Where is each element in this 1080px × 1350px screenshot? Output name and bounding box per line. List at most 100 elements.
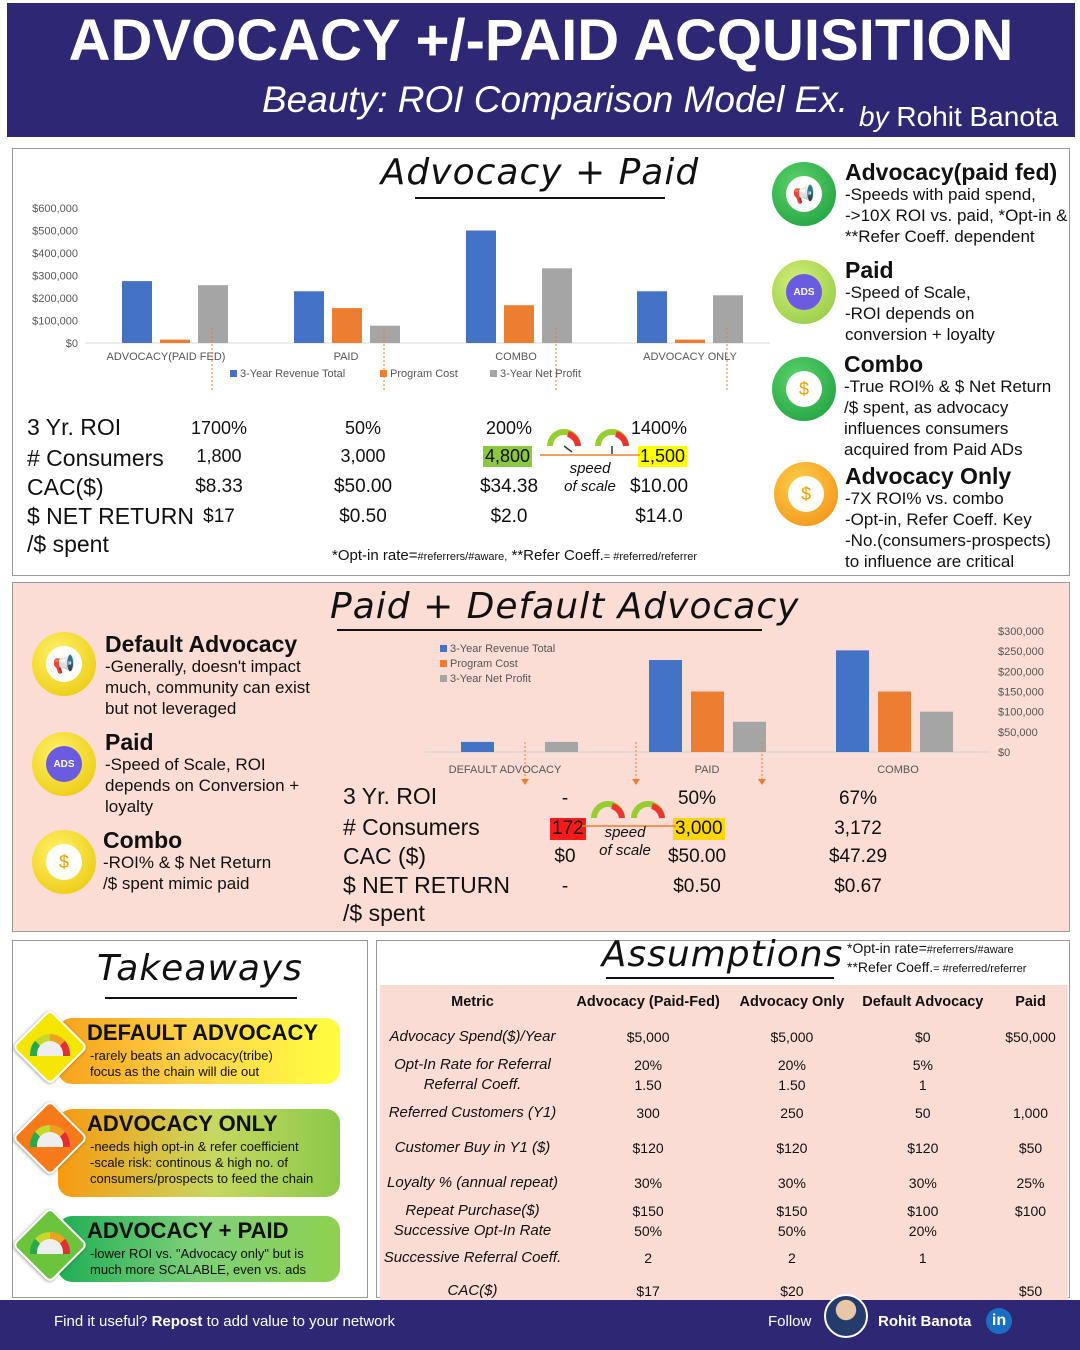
y-tick-label: $100,000 <box>32 316 78 328</box>
side-line: conversion + loyalty <box>845 325 995 344</box>
takeaway-title: ADVOCACY ONLY <box>87 1111 278 1136</box>
side-line: -No.(consumers-prospects) <box>845 531 1051 550</box>
linkedin-icon[interactable]: in <box>986 1308 1012 1334</box>
author-name[interactable]: Rohit Banota <box>878 1313 972 1330</box>
value-cell: 2 <box>644 1250 652 1266</box>
table-row: Referral Coeff. 1.50 1.50 1 <box>380 1075 1068 1095</box>
gauge-icon <box>591 801 625 819</box>
metric-value-roi: 50% <box>677 788 717 809</box>
legend-label: 3-Year Revenue Total <box>450 643 555 655</box>
side-line: but not leveraged <box>105 699 237 718</box>
category-label: ADVOCACY ONLY <box>643 351 737 363</box>
main-title: ADVOCACY +/-PAID ACQUISITION <box>68 8 1014 73</box>
side-item-combo: Combo -ROI% & $ Net Return /$ spent mimic … <box>103 828 271 894</box>
side-line: -Opt-in, Refer Coeff. Key <box>845 510 1032 529</box>
value-cell: 250 <box>780 1105 804 1121</box>
metric-value-net: $0.50 <box>339 506 387 527</box>
value-cell: $150 <box>776 1203 808 1219</box>
bar-3-year-revenue-total <box>466 230 496 343</box>
value-cell: $5,000 <box>770 1029 814 1045</box>
bar-3-year-revenue-total <box>122 281 152 343</box>
column-header: Advocacy (Paid-Fed) <box>576 994 720 1010</box>
metric-value-cac: $8.33 <box>195 476 243 497</box>
footnote-refer-def: = #referred/referrer <box>603 551 698 563</box>
table-row: Customer Buy in Y1 ($) $120 $120 $120 $50 <box>380 1131 1068 1165</box>
assumptions-title: Assumptions <box>601 934 844 975</box>
paid-default-chart: $0 $50,000 $100,000 $150,000 $200,000 $250,00… <box>425 626 1044 785</box>
table-row: Repeat Purchase($) $150 $150 $100 $100 <box>380 1201 1068 1221</box>
category-label: COMBO <box>495 351 537 363</box>
side-line: depends on Conversion + <box>105 776 300 795</box>
metric-name-cell: Repeat Purchase($) <box>405 1202 540 1219</box>
gauge-icon <box>595 429 629 454</box>
metric-value-roi: 67% <box>838 788 878 809</box>
table-row: CAC($) $17 $20 $50 <box>380 1275 1068 1307</box>
side-title: Combo <box>844 351 924 377</box>
takeaway-title: ADVOCACY + PAID <box>87 1218 289 1243</box>
takeaway-bar <box>58 1216 340 1282</box>
takeaway-text: -rarely beats an advocacy(tribe) focus as… <box>90 1048 273 1080</box>
metric-label: /$ spent <box>27 531 109 557</box>
bar-3-year-revenue-total <box>461 741 494 752</box>
metric-value-roi: 200% <box>485 418 533 438</box>
metric-label: CAC ($) <box>343 843 427 869</box>
repost-link[interactable]: Repost <box>151 1313 203 1330</box>
value-cell: 1.50 <box>778 1077 806 1093</box>
side-title: Default Advocacy <box>105 631 298 657</box>
side-line: -Generally, doesn't impact <box>105 657 301 676</box>
takeaway-advocacy-only: ADVOCACY ONLY -needs high opt-in & refer… <box>11 1099 340 1197</box>
footnote-refer: **Refer Coeff. <box>507 547 604 564</box>
table-row: Successive Opt-In Rate 50% 50% 20% <box>380 1221 1068 1241</box>
y-tick-label: $300,000 <box>32 271 78 283</box>
table-row: Referred Customers (Y1) 300 250 50 1,000 <box>380 1095 1068 1131</box>
takeaway-line: -rarely beats an advocacy(tribe) <box>90 1048 273 1063</box>
table-row: Advocacy Spend($)/Year $5,000 $5,000 $0 $50,… <box>380 1019 1068 1055</box>
assumptions-table: Metric Advocacy (Paid-Fed) Advocacy Only… <box>380 985 1068 1307</box>
repost-cta: Find it useful? Repost to add value to y… <box>54 1313 396 1330</box>
metric-value-cac: $47.29 <box>828 846 888 867</box>
value-cell: 50% <box>634 1223 663 1239</box>
value-cell: $150 <box>632 1203 664 1219</box>
side-line: -7X ROI% vs. combo <box>845 489 1004 508</box>
speed-gauge-icons <box>540 429 640 456</box>
bar-program-cost <box>691 691 724 752</box>
legend-swatch <box>440 645 447 652</box>
title-underline <box>606 977 834 979</box>
author-avatar[interactable] <box>824 1294 868 1338</box>
metric-value-roi: 1700% <box>190 418 248 438</box>
value-cell: $17 <box>636 1283 660 1299</box>
person-money-icon: $ <box>772 357 836 421</box>
bar-3-year-net-profit <box>920 711 953 752</box>
legend-label: 3-Year Net Profit <box>500 368 581 380</box>
side-line: -ROI% & $ Net Return <box>103 853 272 872</box>
value-cell: 2 <box>788 1250 796 1266</box>
value-cell: $120 <box>632 1140 664 1156</box>
author-name: Rohit Banota <box>896 101 1059 132</box>
metric-value-cac: $34.38 <box>479 476 539 497</box>
y-tick-label: $300,000 <box>998 626 1044 638</box>
value-cell: $0 <box>915 1029 931 1045</box>
metric-value-consumers: 1,500 <box>638 446 688 467</box>
metric-name-cell: Loyalty % (annual repeat) <box>387 1174 558 1191</box>
value-cell: $120 <box>907 1140 939 1156</box>
takeaway-line: much more SCALABLE, even vs. ads <box>90 1262 307 1277</box>
metric-value-net: $2.0 <box>490 506 528 527</box>
speed-of-scale-label: speed of scale <box>594 824 656 860</box>
of-scale-label: of scale <box>599 842 651 859</box>
note-optin: *Opt-in rate=#referrers/#aware <box>847 940 1014 956</box>
metric-value-roi: 50% <box>344 418 382 438</box>
side-line: influences consumers <box>844 419 1009 438</box>
speed-gauge-icons <box>582 801 676 827</box>
metric-value-consumers: 4,800 <box>483 446 533 467</box>
value-cell: $50 <box>1018 1140 1043 1156</box>
value-cell <box>993 1241 1068 1275</box>
side-line: /$ spent, as advocacy <box>844 398 1009 417</box>
bar-3-year-revenue-total <box>836 650 869 752</box>
metric-value-cac: $50.00 <box>667 846 727 867</box>
value-cell: $5,000 <box>626 1029 670 1045</box>
y-tick-label: $200,000 <box>32 293 78 305</box>
bar-3-year-net-profit <box>370 325 400 343</box>
side-line: acquired from Paid ADs <box>844 440 1023 459</box>
category-label: PAID <box>334 351 359 363</box>
y-tick-label: $150,000 <box>998 687 1044 699</box>
